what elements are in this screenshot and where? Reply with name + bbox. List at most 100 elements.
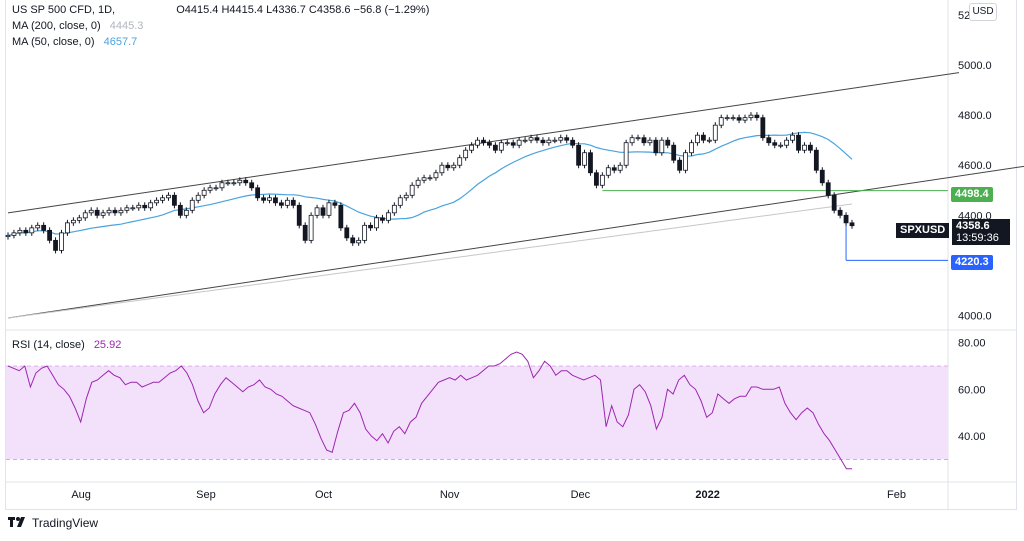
- candle-body: [362, 224, 368, 241]
- rsi-tick-label-2: 40.00: [958, 431, 986, 443]
- currency-button[interactable]: USD: [969, 3, 997, 21]
- candle-body: [5, 234, 11, 238]
- candle-body: [849, 222, 855, 227]
- candle-body: [249, 182, 255, 189]
- candle-body: [100, 212, 106, 216]
- candle-body: [237, 179, 243, 184]
- candle-body: [207, 187, 213, 191]
- candle-body: [742, 117, 748, 121]
- candle-body: [421, 177, 427, 181]
- candle-body: [730, 117, 736, 120]
- last-price-box: 4358.6 13:59:36: [952, 219, 1010, 245]
- candle-body: [88, 209, 94, 214]
- candle-body: [94, 209, 100, 216]
- time-tick-label-3: Nov: [440, 489, 460, 501]
- candle-body: [647, 139, 653, 144]
- candle-body: [469, 144, 475, 151]
- candle-body: [837, 209, 843, 216]
- ma50-line: [7, 131, 853, 236]
- candle-body: [528, 137, 534, 141]
- candle-body: [760, 117, 766, 139]
- candle-body: [41, 224, 47, 231]
- candle-body: [385, 212, 391, 221]
- candle-body: [320, 207, 326, 216]
- candle-body: [724, 117, 730, 120]
- candle-body: [772, 142, 778, 146]
- symbol-price-box: SPXUSD 4358.6 13:59:36: [896, 219, 1018, 247]
- candle-body: [802, 144, 807, 151]
- candle-body: [766, 137, 772, 144]
- legend-title: US SP 500 CFD, 1D,: [12, 4, 116, 16]
- candle-body: [475, 139, 480, 146]
- candle-body: [445, 164, 451, 169]
- candle-body: [605, 167, 611, 176]
- ma50-value: 4657.7: [103, 36, 138, 48]
- candle-body: [11, 232, 17, 236]
- candle-body: [498, 142, 504, 151]
- candle-body: [148, 202, 154, 209]
- candle-body: [397, 197, 403, 206]
- candle-body: [166, 194, 171, 199]
- candle-body: [225, 182, 231, 185]
- candle-body: [243, 179, 249, 184]
- ma200-label: MA (200, close, 0): [12, 20, 101, 32]
- candle-body: [558, 137, 564, 141]
- candle-body: [76, 217, 82, 221]
- time-tick-label-1: Sep: [196, 489, 216, 501]
- candle-body: [82, 212, 88, 219]
- candle-body: [641, 137, 647, 144]
- candle-body: [439, 164, 445, 174]
- candle-body: [213, 187, 219, 190]
- legend-ma200[interactable]: MA (200, close, 0) 4445.3: [12, 19, 149, 33]
- candle-body: [564, 137, 570, 141]
- brand[interactable]: TradingView: [8, 516, 98, 530]
- candle-body: [534, 137, 540, 141]
- candle-body: [154, 199, 159, 204]
- candle-body: [825, 182, 831, 196]
- chart-frame[interactable]: [5, 0, 1017, 510]
- candle-body: [683, 152, 688, 171]
- candle-body: [53, 239, 58, 251]
- rsi-value: 25.92: [93, 339, 122, 351]
- candle-body: [701, 134, 706, 141]
- candle-body: [582, 152, 587, 166]
- candle-body: [326, 202, 332, 216]
- ma200-value: 4445.3: [109, 20, 144, 32]
- candle-body: [172, 194, 177, 206]
- candle-body: [332, 202, 338, 206]
- candle-body: [314, 207, 320, 216]
- rsi-tick-label-1: 60.00: [958, 384, 986, 396]
- rsi-line: [7, 351, 852, 470]
- candle-body: [374, 217, 379, 229]
- tradingview-logo-icon: [8, 516, 28, 530]
- candle-body: [576, 144, 581, 166]
- candle-body: [29, 227, 35, 234]
- candle-body: [118, 209, 124, 214]
- candle-body: [807, 144, 813, 151]
- candle-body: [588, 152, 593, 174]
- legend-ohlc: O4415.4 H4415.4 L4336.7 C4358.6 −56.8 (−…: [176, 4, 430, 16]
- candle-body: [481, 139, 486, 144]
- candle-body: [457, 157, 463, 166]
- candle-body: [273, 197, 278, 204]
- candle-body: [415, 179, 421, 186]
- candle-body: [195, 194, 201, 201]
- candle-body: [695, 134, 700, 144]
- candle-body: [136, 204, 142, 209]
- candle-body: [819, 169, 825, 184]
- candle-body: [23, 229, 29, 234]
- candle-body: [344, 227, 350, 239]
- legend-ma50[interactable]: MA (50, close, 0) 4657.7: [12, 35, 143, 49]
- level-high-label: 4498.4: [951, 187, 993, 202]
- time-tick-label-5: 2022: [695, 489, 719, 501]
- candle-body: [106, 209, 112, 214]
- candle-body: [160, 197, 165, 201]
- legend-rsi[interactable]: RSI (14, close) 25.92: [12, 338, 127, 352]
- candle-body: [463, 149, 469, 159]
- candle-body: [813, 149, 819, 171]
- candle-body: [219, 182, 225, 189]
- price-tick-label-1: 5000.0: [958, 60, 992, 72]
- candle-body: [546, 139, 552, 144]
- candle-body: [635, 137, 641, 140]
